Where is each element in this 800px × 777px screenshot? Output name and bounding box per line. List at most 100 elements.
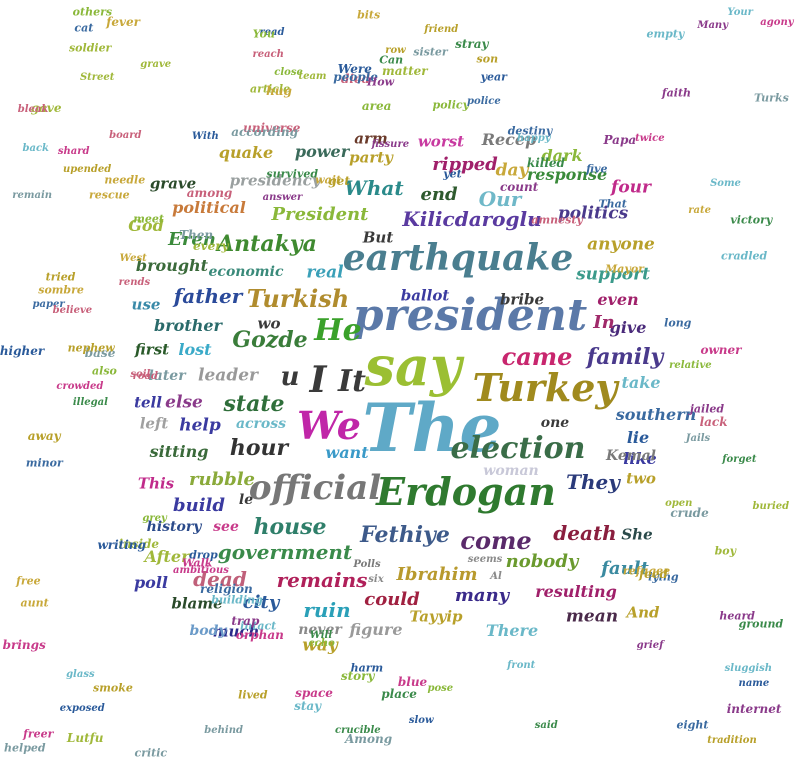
word-filler: happy [516,132,551,144]
word-filler: rends [118,276,151,288]
word-filler: agony [760,16,794,28]
word: What [344,176,404,200]
word-filler: year [480,70,507,84]
word-filler: West [119,253,147,265]
word-filler: slow [408,715,434,727]
word-filler: freer [23,727,54,741]
word: want [325,443,369,462]
word-filler: gave [30,100,62,115]
word: Ibrahim [396,564,478,585]
word-filler: helped [4,741,46,755]
word-filler: faith [661,86,692,100]
word: It [338,364,366,399]
word: nobody [505,551,579,572]
word: six [368,574,384,585]
word-filler: religion [199,581,253,596]
word-filler: intact [240,619,277,633]
word: lost [178,340,212,359]
word-filler: cat [74,21,94,35]
word: much [212,622,260,641]
word: southern [615,405,697,424]
word: tell [134,393,162,412]
word-filler: buried [752,501,790,513]
word: party [349,148,393,167]
word-filler: ambitious [173,564,229,576]
word-filler: echo [308,638,335,650]
word: else [165,392,203,413]
word-filler: Walk [182,556,213,570]
word: like [623,449,657,468]
word-filler: matter [382,64,428,79]
word: brought [135,256,209,275]
word-filler: lying [648,570,679,584]
word-filler: How [366,75,395,89]
word: figure [349,620,403,639]
word: grave [149,174,197,193]
word-filler: Many [697,20,729,32]
word: response [526,165,608,184]
word-filler: stay [294,698,322,713]
word-filler: article [250,82,291,96]
word: quake [218,143,274,162]
word-filler: area [361,99,392,114]
word-filler: Were [337,61,372,76]
word-filler: read [259,26,285,38]
word-filler: pose [427,682,454,694]
word-filler: soldier [68,41,112,55]
word-filler: every [192,239,229,254]
word: state [223,391,285,417]
word: arm [354,129,388,148]
word: mean [565,606,619,627]
word: earthquake [342,237,574,279]
word-filler: according [231,124,298,139]
word-filler: empty [646,27,685,41]
word-filler: tradition [707,735,757,747]
word-filler: away [27,428,61,443]
word-filler: illegal [72,396,108,408]
word: anyone [587,234,655,255]
word: le [238,492,254,508]
word: history [146,519,202,535]
word: She [621,525,653,544]
word-filler: universe [243,120,301,135]
word: There [485,621,539,640]
word-filler: meet [133,212,164,226]
word: even [597,290,639,309]
word: real [306,262,344,283]
word-filler: row [385,45,406,57]
word-filler: aunt [20,596,49,610]
word: After [144,547,190,566]
word-filler: road [132,370,159,382]
word-filler: grief [636,640,664,652]
word-filler: front [507,659,536,671]
word-filler: Street [79,72,115,84]
word-filler: base [84,345,116,360]
word-filler: eight [676,718,709,732]
word-filler: sister [413,45,448,59]
word-filler: relative [669,359,712,371]
word: Turkey [472,365,618,410]
word: The [362,389,502,467]
word-filler: harm [350,661,384,675]
word: They [566,470,620,494]
word: four [611,177,651,198]
word: many [454,585,510,606]
word-filler: people [333,69,378,84]
word-filler: Jails [685,433,711,445]
word: one [540,415,570,431]
word-filler: fissure [371,138,410,150]
word-filler: wait [315,173,342,187]
word: father [173,284,243,308]
word: President [271,204,369,225]
word-filler: Will [309,630,333,642]
word: I [309,359,327,401]
word-filler: Among [344,732,393,747]
word: end [420,184,458,205]
word: Kilicdaroglu [402,207,542,231]
word-filler: twice [635,132,665,144]
word: Our [478,187,522,211]
word: way [302,635,338,656]
word: fault [601,558,649,579]
word: build [173,495,225,516]
